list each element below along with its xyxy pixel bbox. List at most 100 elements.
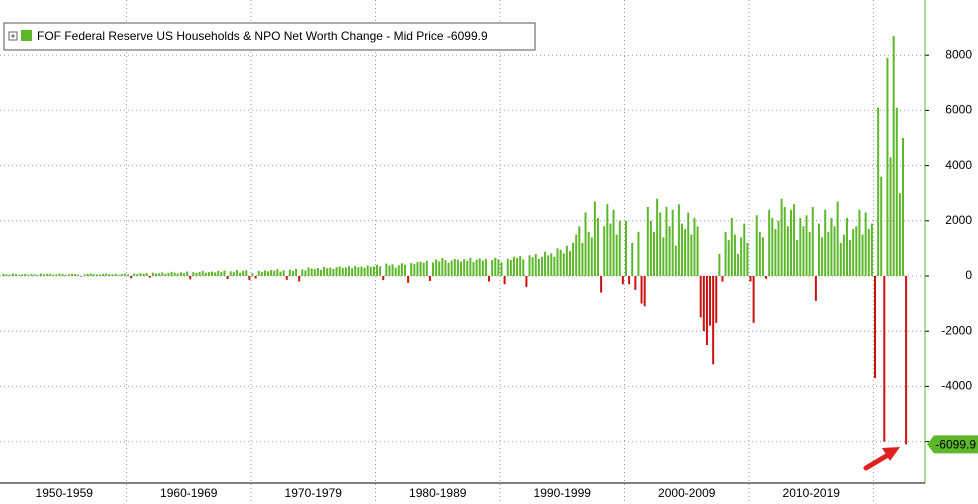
bar [634, 276, 637, 290]
bar [880, 176, 883, 276]
bar [668, 226, 671, 276]
bar [5, 274, 8, 276]
bar [307, 267, 310, 276]
y-tick-label: -4000 [941, 379, 972, 393]
bar [425, 260, 428, 276]
bar [684, 229, 687, 276]
bar [279, 271, 282, 276]
bar [273, 270, 276, 276]
bar [14, 274, 17, 276]
bar [522, 259, 525, 276]
bar [786, 226, 789, 276]
bar [886, 57, 889, 277]
bar [263, 270, 266, 276]
bar [889, 157, 892, 276]
bar [245, 270, 248, 276]
bar [376, 264, 378, 276]
bar [612, 209, 615, 276]
bar [301, 269, 304, 276]
bar [86, 273, 89, 276]
bar [565, 245, 568, 276]
bar [572, 242, 575, 276]
bar [481, 260, 484, 276]
bar [584, 212, 587, 276]
bar [344, 267, 347, 276]
bar [98, 274, 101, 276]
bar [158, 273, 161, 276]
legend-label: FOF Federal Reserve US Households & NPO … [37, 29, 488, 43]
bar [52, 274, 55, 276]
bar [214, 272, 217, 276]
bar [730, 218, 733, 276]
bar [497, 259, 500, 276]
bar [260, 271, 263, 276]
bar [702, 276, 705, 332]
bar [341, 267, 344, 276]
bar [494, 257, 497, 276]
bar [397, 265, 400, 276]
bar [525, 276, 528, 288]
bar [313, 269, 316, 276]
bar [291, 271, 294, 276]
legend-expand-icon[interactable] [8, 31, 18, 41]
bar [472, 262, 475, 276]
y-tick-label: 6000 [945, 103, 972, 117]
bar [422, 262, 425, 276]
bar [765, 276, 768, 279]
bar [407, 276, 410, 283]
bar [217, 270, 220, 276]
bar [839, 242, 842, 276]
bar [550, 253, 553, 276]
bar [416, 262, 419, 276]
bar [500, 262, 503, 276]
bar [690, 234, 693, 276]
bar [186, 271, 189, 276]
bar [662, 237, 665, 276]
bar [372, 266, 375, 276]
bar [562, 253, 565, 276]
bar [404, 264, 407, 276]
bar [432, 262, 435, 276]
bar [712, 276, 715, 365]
last-value-tag [927, 435, 978, 454]
bar [42, 274, 45, 276]
bar [512, 256, 515, 276]
bar [842, 234, 845, 276]
bar [36, 274, 39, 276]
bar [861, 234, 864, 276]
bar [441, 258, 444, 276]
bar [877, 107, 880, 276]
bar [108, 274, 111, 276]
bar [120, 274, 123, 276]
bar [242, 270, 245, 276]
bar [628, 276, 631, 285]
bar [285, 276, 288, 280]
bar [537, 258, 540, 276]
bar [590, 237, 593, 276]
bar [895, 107, 898, 276]
bar [167, 272, 170, 276]
bar [475, 259, 478, 276]
bar [463, 259, 466, 276]
bar [858, 209, 861, 276]
bar [67, 274, 70, 276]
bar [111, 274, 114, 276]
x-tick-label: 1970-1979 [285, 486, 343, 500]
bar [780, 198, 783, 276]
bar [211, 271, 214, 276]
bar [681, 223, 684, 276]
bar [768, 209, 771, 276]
bar [905, 276, 908, 445]
bar [117, 274, 120, 276]
bar [413, 264, 416, 276]
bar [789, 209, 792, 276]
bar [544, 251, 547, 276]
bar [740, 237, 743, 276]
bar [130, 276, 133, 279]
bar [649, 220, 652, 276]
bar [323, 266, 326, 276]
bar [385, 263, 388, 276]
bar [257, 271, 260, 276]
bar [164, 273, 167, 276]
